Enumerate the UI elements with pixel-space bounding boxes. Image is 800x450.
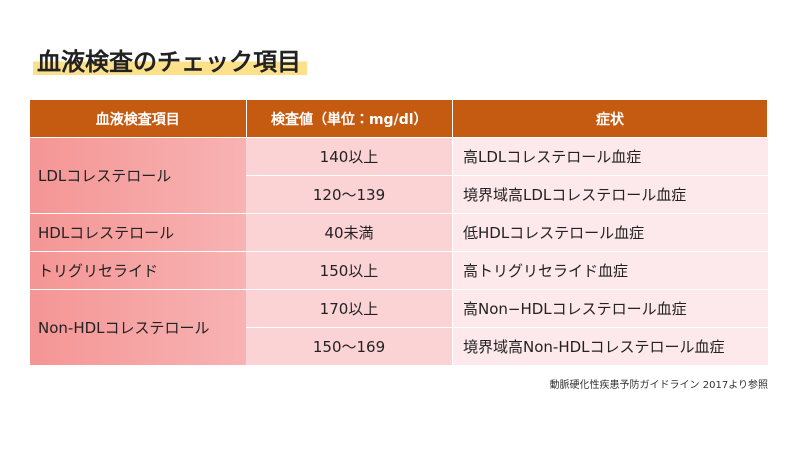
value-cell: 140以上 bbox=[246, 137, 453, 176]
symptom-cell: 境界域高LDLコレステロール血症 bbox=[452, 175, 768, 214]
table-row: 120〜139 境界域高LDLコレステロール血症 bbox=[30, 175, 768, 214]
symptom-cell: 高トリグリセライド血症 bbox=[452, 251, 768, 290]
symptom-cell: 高Non−HDLコレステロール血症 bbox=[452, 289, 768, 328]
table-row: HDLコレステロール 40未満 低HDLコレステロール血症 bbox=[30, 213, 768, 252]
table: 血液検査項目 検査値（単位：mg/dl） 症状 LDLコレステロール 140以上 高LD… bbox=[30, 100, 768, 365]
value-cell: 150〜169 bbox=[246, 327, 453, 365]
table-row: LDLコレステロール 140以上 高LDLコレステロール血症 bbox=[30, 137, 768, 214]
header-row: 血液検査項目 検査値（単位：mg/dl） 症状 bbox=[30, 100, 768, 138]
footnote: 動脈硬化性疾患予防ガイドライン 2017より参照 bbox=[549, 380, 768, 391]
value-cell: 170以上 bbox=[246, 289, 453, 328]
item-cell: Non-HDLコレステロール bbox=[30, 289, 246, 365]
table-row: 150〜169 境界域高Non-HDLコレステロール血症 bbox=[30, 327, 768, 365]
table-body: LDLコレステロール 140以上 高LDLコレステロール血症 120〜139 境界域高L… bbox=[30, 137, 768, 365]
item-cell: LDLコレステロール bbox=[30, 137, 246, 214]
column-header: 症状 bbox=[452, 100, 768, 138]
table-row: Non-HDLコレステロール 170以上 高Non−HDLコレステロール血症 bbox=[30, 289, 768, 365]
symptom-cell: 境界域高Non-HDLコレステロール血症 bbox=[452, 327, 768, 365]
symptom-cell: 低HDLコレステロール血症 bbox=[452, 213, 768, 252]
title: 血液検査のチェック項目 bbox=[33, 42, 307, 77]
column-header: 検査値（単位：mg/dl） bbox=[246, 100, 453, 138]
item-cell: HDLコレステロール bbox=[30, 213, 246, 252]
table-row: トリグリセライド 150以上 高トリグリセライド血症 bbox=[30, 251, 768, 290]
item-cell: トリグリセライド bbox=[30, 251, 246, 290]
value-cell: 40未満 bbox=[246, 213, 453, 252]
column-header: 血液検査項目 bbox=[30, 100, 247, 138]
symptom-cell: 高LDLコレステロール血症 bbox=[452, 137, 768, 176]
value-cell: 120〜139 bbox=[246, 175, 453, 214]
value-cell: 150以上 bbox=[246, 251, 453, 290]
